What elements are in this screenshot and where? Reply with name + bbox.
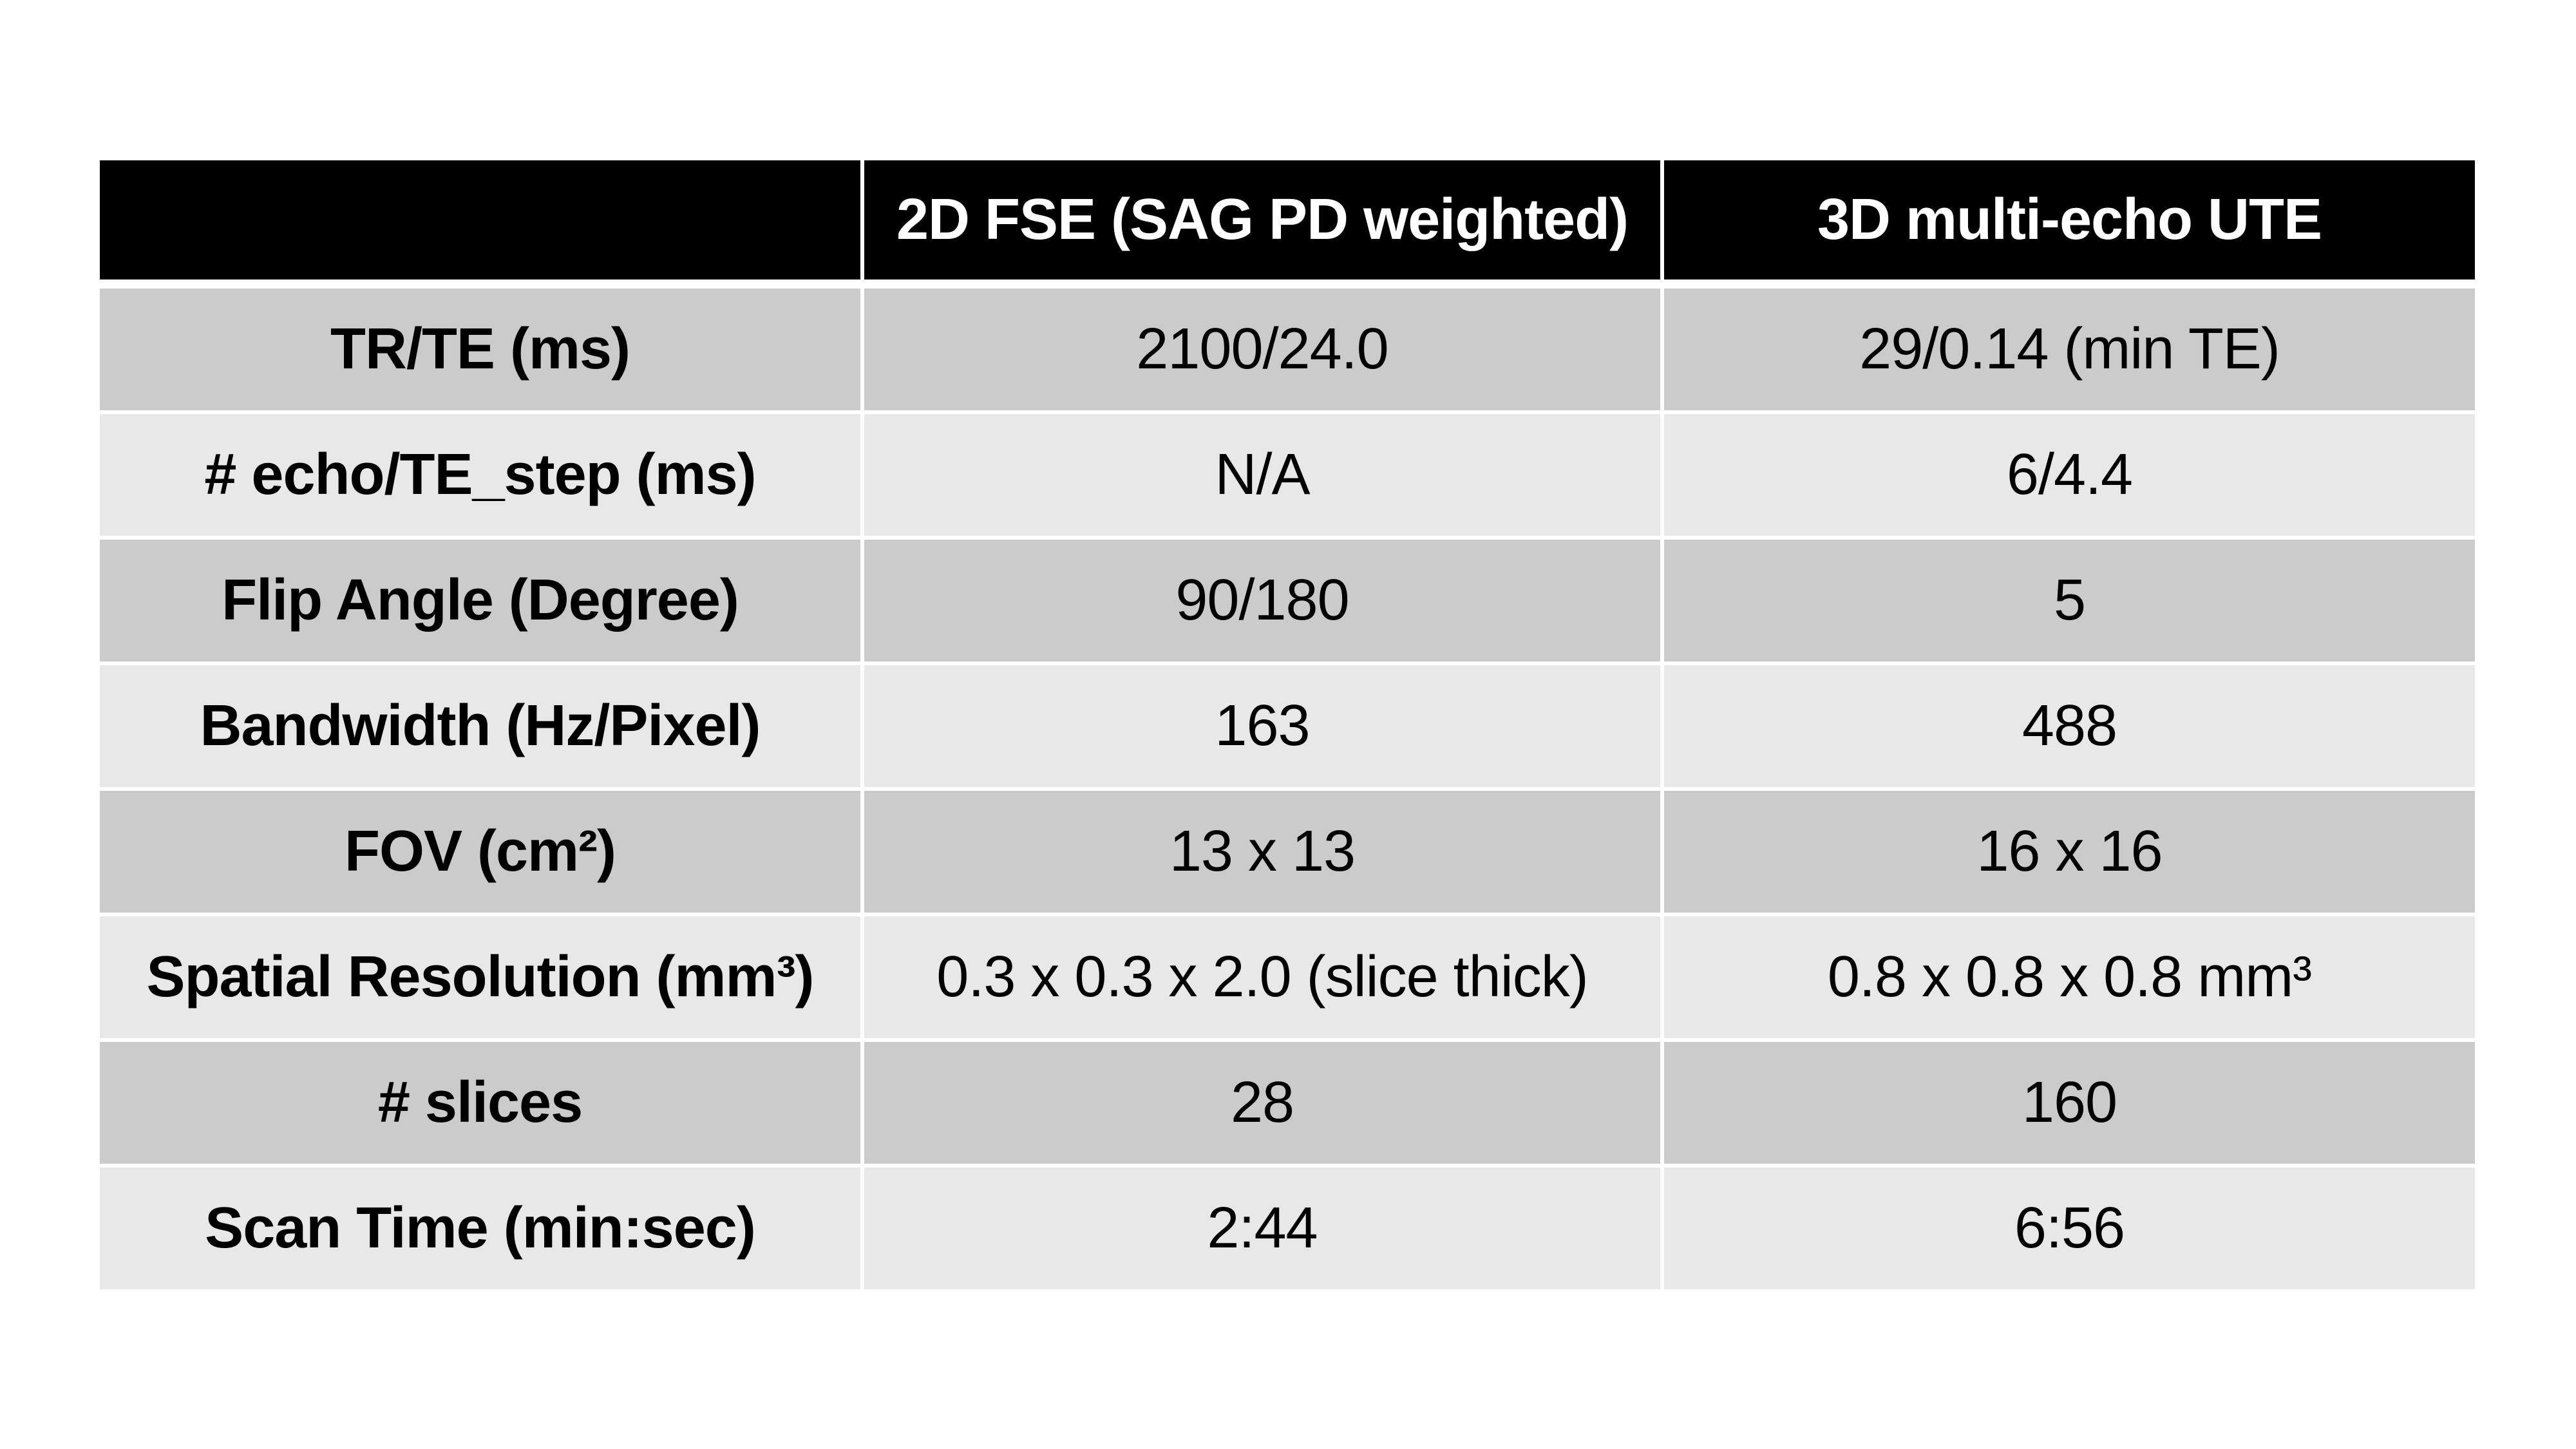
- cell-fov-fse: 13 x 13: [864, 791, 1660, 913]
- cell-flip-angle-fse: 90/180: [864, 540, 1660, 661]
- cell-slices-fse: 28: [864, 1042, 1660, 1164]
- cell-spatial-resolution-fse: 0.3 x 0.3 x 2.0 (slice thick): [864, 916, 1660, 1038]
- header-corner-cell: [100, 160, 860, 285]
- table-row-echo-te-step: # echo/TE_step (ms) N/A 6/4.4: [100, 414, 2475, 536]
- cell-tr-te-fse: 2100/24.0: [864, 289, 1660, 410]
- table-row-spatial-resolution: Spatial Resolution (mm³) 0.3 x 0.3 x 2.0…: [100, 916, 2475, 1038]
- header-cell-3d-ute: 3D multi-echo UTE: [1664, 160, 2475, 285]
- cell-bandwidth-fse: 163: [864, 665, 1660, 787]
- table-row-scan-time: Scan Time (min:sec) 2:44 6:56: [100, 1168, 2475, 1289]
- row-label-flip-angle: Flip Angle (Degree): [100, 540, 860, 661]
- row-label-fov: FOV (cm²): [100, 791, 860, 913]
- cell-fov-ute: 16 x 16: [1664, 791, 2475, 913]
- cell-flip-angle-ute: 5: [1664, 540, 2475, 661]
- cell-echo-te-step-fse: N/A: [864, 414, 1660, 536]
- cell-tr-te-ute: 29/0.14 (min TE): [1664, 289, 2475, 410]
- table-row-slices: # slices 28 160: [100, 1042, 2475, 1164]
- row-label-bandwidth: Bandwidth (Hz/Pixel): [100, 665, 860, 787]
- header-row: 2D FSE (SAG PD weighted) 3D multi-echo U…: [100, 160, 2475, 285]
- row-label-spatial-resolution: Spatial Resolution (mm³): [100, 916, 860, 1038]
- cell-scan-time-fse: 2:44: [864, 1168, 1660, 1289]
- cell-slices-ute: 160: [1664, 1042, 2475, 1164]
- header-cell-2d-fse: 2D FSE (SAG PD weighted): [864, 160, 1660, 285]
- cell-bandwidth-ute: 488: [1664, 665, 2475, 787]
- table-row-bandwidth: Bandwidth (Hz/Pixel) 163 488: [100, 665, 2475, 787]
- table-row-tr-te: TR/TE (ms) 2100/24.0 29/0.14 (min TE): [100, 289, 2475, 410]
- cell-scan-time-ute: 6:56: [1664, 1168, 2475, 1289]
- mri-parameters-table: 2D FSE (SAG PD weighted) 3D multi-echo U…: [96, 156, 2479, 1293]
- row-label-scan-time: Scan Time (min:sec): [100, 1168, 860, 1289]
- cell-spatial-resolution-ute: 0.8 x 0.8 x 0.8 mm³: [1664, 916, 2475, 1038]
- cell-echo-te-step-ute: 6/4.4: [1664, 414, 2475, 536]
- row-label-echo-te-step: # echo/TE_step (ms): [100, 414, 860, 536]
- table-row-flip-angle: Flip Angle (Degree) 90/180 5: [100, 540, 2475, 661]
- table-row-fov: FOV (cm²) 13 x 13 16 x 16: [100, 791, 2475, 913]
- row-label-tr-te: TR/TE (ms): [100, 289, 860, 410]
- row-label-slices: # slices: [100, 1042, 860, 1164]
